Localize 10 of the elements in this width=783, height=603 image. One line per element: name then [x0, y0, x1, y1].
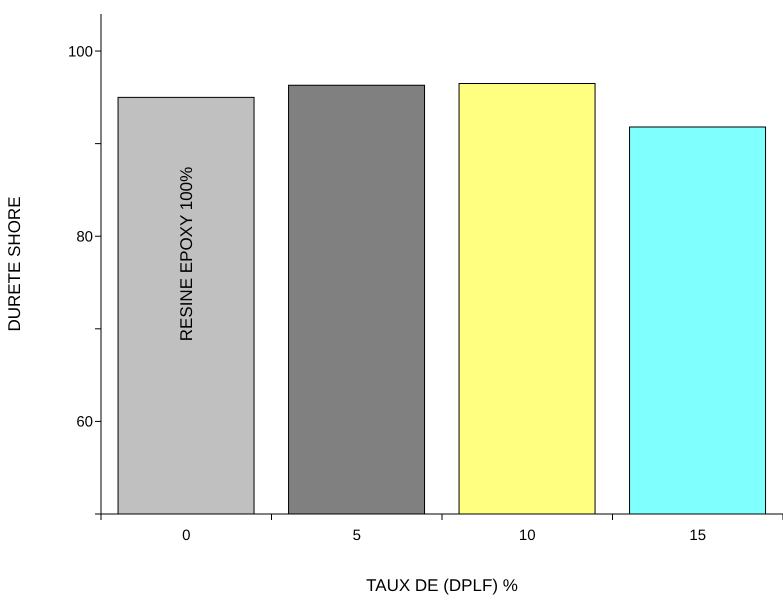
annotation: RESINE EPOXY 100%: [176, 166, 196, 342]
x-tick-label: 10: [518, 527, 536, 544]
y-tick-label: 80: [76, 228, 93, 246]
y-tick-label: 60: [76, 414, 93, 431]
x-tick-label: 15: [689, 527, 706, 544]
x-tick-label: 5: [352, 527, 361, 544]
x-tick-label: 0: [182, 527, 190, 544]
y-tick-label: 100: [68, 43, 93, 60]
x-axis-title: TAUX DE (DPLF) %: [366, 576, 518, 595]
y-axis-title: DURETE SHORE: [5, 196, 24, 332]
